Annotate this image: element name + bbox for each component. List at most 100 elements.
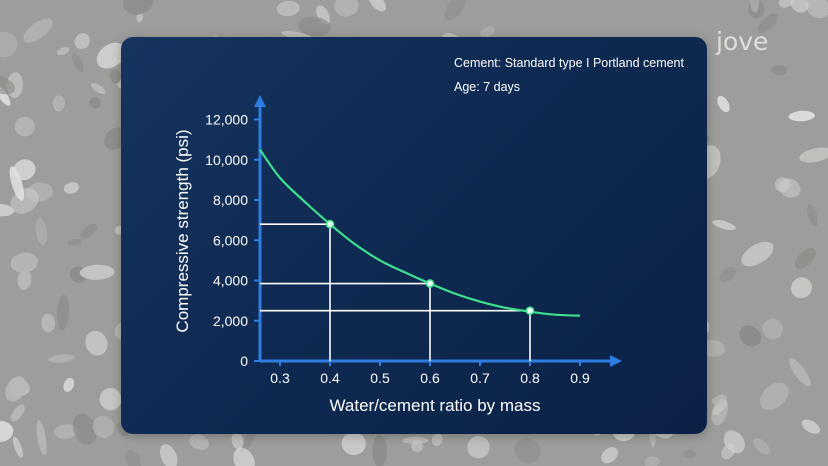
background-pebble: [99, 388, 122, 411]
y-tick-label: 4,000: [213, 273, 248, 289]
background-pebble: [806, 0, 828, 19]
background-pebble: [801, 419, 821, 434]
x-tick-label: 0.8: [520, 370, 540, 386]
background-pebble: [467, 435, 490, 459]
background-pebble: [788, 110, 815, 122]
age-note: Age: 7 days: [454, 80, 521, 94]
background-pebble: [92, 415, 115, 438]
y-tick-label: 0: [240, 353, 248, 369]
background-pebble: [72, 52, 84, 73]
background-pebble: [480, 26, 495, 38]
x-tick-label: 0.7: [470, 370, 490, 386]
background-pebble: [712, 219, 736, 231]
background-pebble: [159, 444, 178, 466]
background-pebble: [762, 318, 784, 340]
background-pebble: [123, 0, 154, 15]
background-pebble: [741, 241, 774, 267]
background-pebble: [10, 252, 39, 273]
data-point: [325, 219, 335, 229]
background-pebble: [90, 82, 106, 95]
background-pebble: [239, 431, 256, 453]
background-pebble: [48, 354, 75, 363]
background-pebble: [368, 0, 387, 12]
y-tick-label: 10,000: [205, 152, 248, 168]
y-tick-label: 6,000: [213, 232, 248, 248]
background-pebble: [0, 420, 14, 442]
background-pebble: [35, 218, 48, 245]
background-pebble: [63, 377, 75, 392]
background-pebble: [444, 0, 466, 21]
background-pebble: [17, 269, 32, 290]
background-pebble: [72, 413, 97, 445]
background-pebble: [402, 436, 429, 444]
x-tick-label: 0.4: [320, 370, 340, 386]
background-pebble: [711, 394, 728, 405]
background-pebble: [276, 0, 300, 17]
background-pebble: [757, 13, 778, 34]
background-pebble: [125, 450, 142, 466]
background-pebble: [54, 424, 78, 439]
background-pebble: [12, 436, 23, 458]
y-tick-label: 12,000: [205, 112, 248, 128]
x-axis-arrow: [610, 355, 622, 367]
background-pebble: [63, 182, 80, 194]
background-pebble: [341, 432, 366, 456]
background-pebble: [799, 147, 828, 163]
x-tick-label: 0.9: [570, 370, 590, 386]
background-pebble: [739, 325, 762, 347]
background-pebble: [807, 204, 818, 227]
background-pebble: [778, 0, 795, 8]
x-axis-label: Water/cement ratio by mass: [330, 396, 541, 415]
background-pebble: [80, 223, 97, 239]
y-axis-arrow: [254, 95, 266, 107]
background-pebble: [334, 0, 359, 17]
background-pebble: [711, 398, 729, 426]
background-pebble: [760, 382, 789, 411]
background-pebble: [721, 443, 736, 460]
background-pebble: [56, 47, 70, 56]
background-pebble: [644, 456, 660, 466]
background-pebble: [52, 95, 66, 112]
background-pebble: [9, 166, 25, 201]
background-pebble: [514, 438, 541, 464]
background-pebble: [601, 447, 618, 464]
y-tick-label: 2,000: [213, 313, 248, 329]
background-pebble: [79, 264, 115, 280]
background-pebble: [719, 267, 737, 283]
x-tick-label: 0.3: [270, 370, 290, 386]
background-pebble: [431, 433, 443, 446]
background-pebble: [771, 65, 788, 76]
background-pebble: [10, 404, 25, 422]
data-point: [425, 279, 435, 288]
background-pebble: [23, 18, 53, 43]
background-pebble: [0, 84, 11, 106]
background-pebble: [89, 96, 101, 109]
background-pebble: [233, 447, 255, 466]
background-pebble: [189, 434, 209, 451]
background-pebble: [794, 248, 816, 270]
background-pebble: [136, 12, 143, 23]
background-pebble: [753, 438, 770, 455]
background-pebble: [41, 313, 56, 333]
background-pebble: [0, 31, 18, 58]
data-point: [525, 306, 535, 316]
y-tick-label: 8,000: [213, 192, 248, 208]
strength-curve: [259, 149, 581, 317]
background-pebble: [790, 0, 809, 13]
background-pebble: [0, 203, 15, 217]
background-pebble: [96, 42, 126, 69]
background-pebble: [231, 432, 244, 450]
background-pebble: [14, 116, 35, 137]
background-pebble: [750, 0, 760, 13]
background-pebble: [85, 330, 108, 356]
background-pebble: [36, 420, 47, 455]
background-pebble: [372, 434, 387, 466]
cement-note: Cement: Standard type I Portland cement: [454, 56, 684, 70]
background-pebble: [298, 16, 331, 37]
background-pebble: [67, 239, 83, 246]
background-pebble: [74, 33, 90, 50]
y-axis-label: Compressive strength (psi): [173, 129, 192, 332]
compressive-strength-chart: 0 2,000 4,000 6,000 8,000 10,000 12,000 0.3 0.4 0…: [173, 95, 622, 415]
chart-card: 0 2,000 4,000 6,000 8,000 10,000 12,000 0.3 0.4 0…: [121, 37, 707, 434]
background-pebble: [790, 277, 813, 299]
